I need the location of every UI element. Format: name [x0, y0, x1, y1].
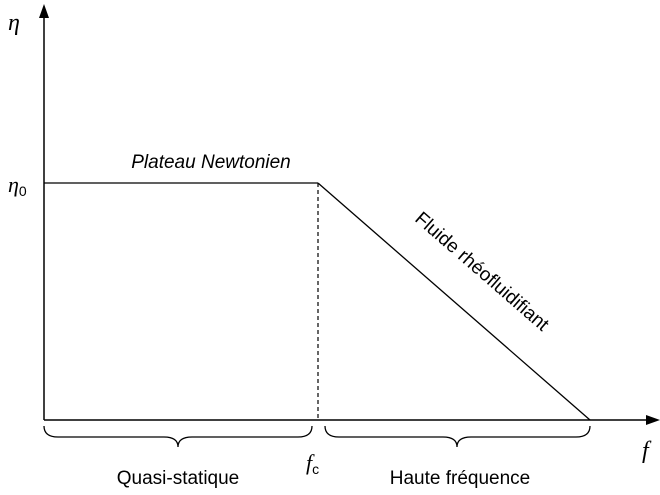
region-left-label: Quasi-statique	[117, 468, 240, 489]
slope-label: Fluide rhéofluidifiant	[411, 208, 554, 336]
axes	[43, 14, 652, 421]
brace-left	[43, 425, 313, 448]
fc-label: fc	[306, 450, 319, 477]
y-arrow	[39, 4, 49, 18]
fc-subscript: c	[312, 461, 319, 477]
eta0-symbol: η	[8, 172, 19, 197]
slope-line	[317, 182, 591, 421]
x-axis-label: f	[642, 438, 652, 464]
y-axis-label: η	[8, 10, 20, 36]
plateau-label: Plateau Newtonien	[131, 152, 291, 173]
eta0-subscript: 0	[19, 183, 27, 199]
eta0-label: η0	[8, 172, 27, 199]
brace-right	[324, 425, 591, 448]
fc-symbol: f	[306, 450, 315, 475]
x-arrow	[646, 415, 660, 425]
region-right-label: Haute fréquence	[390, 468, 531, 489]
